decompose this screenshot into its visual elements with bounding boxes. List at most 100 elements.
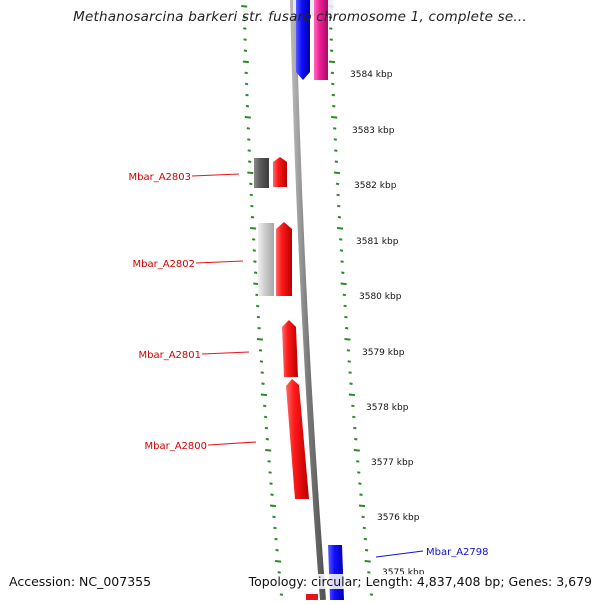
gene-label-mbar-a2800[interactable]: Mbar_A2800 bbox=[144, 441, 207, 452]
gene-callout-lines bbox=[191, 173, 424, 558]
map-title: Methanosarcina barkeri str. fusaro chrom… bbox=[73, 9, 527, 25]
ruler-tick bbox=[352, 415, 356, 419]
scale-label: 3575 kbp bbox=[382, 568, 425, 578]
gene-label-mbar-a2798[interactable]: Mbar_A2798 bbox=[426, 547, 489, 558]
gene-label-mbar-a2803[interactable]: Mbar_A2803 bbox=[128, 172, 191, 183]
ruler-tick bbox=[340, 260, 344, 263]
ruler-tick bbox=[247, 171, 254, 175]
ruler-tick bbox=[328, 60, 336, 64]
gene-arrow-mbar-a2800[interactable] bbox=[286, 379, 309, 499]
ruler-tick bbox=[273, 526, 277, 530]
ruler-tick bbox=[241, 5, 248, 8]
ruler-tick bbox=[356, 460, 360, 463]
ruler-tick bbox=[259, 360, 264, 363]
ruler-tick bbox=[256, 315, 261, 319]
ruler-tick bbox=[267, 460, 271, 463]
ruler-tick bbox=[359, 493, 363, 496]
ruler-tick bbox=[249, 193, 253, 197]
ruler-tick bbox=[333, 138, 337, 141]
ruler-tick bbox=[264, 426, 269, 430]
ruler-tick bbox=[257, 326, 261, 330]
ruler-tick bbox=[242, 60, 249, 64]
ruler-tick bbox=[328, 16, 333, 19]
ruler-tick bbox=[245, 93, 249, 97]
ruler-tick bbox=[348, 393, 355, 397]
scale-label: 3583 kbp bbox=[352, 126, 395, 136]
inner-tick-ring bbox=[241, 5, 284, 596]
chromosome-backbone bbox=[290, 0, 326, 601]
ruler-tick bbox=[364, 560, 371, 563]
ruler-tick bbox=[358, 504, 366, 508]
ruler-tick bbox=[256, 338, 263, 341]
ruler-tick bbox=[248, 160, 252, 163]
ruler-tick bbox=[345, 326, 349, 330]
ruler-tick bbox=[329, 49, 334, 52]
ruler-tick bbox=[253, 271, 258, 274]
ruler-tick bbox=[279, 593, 284, 596]
ruler-tick bbox=[260, 393, 267, 397]
ruler-tick bbox=[358, 482, 362, 485]
ruler-tick bbox=[362, 526, 366, 530]
ruler-tick bbox=[337, 215, 342, 219]
gene-arrow-top-pink[interactable] bbox=[314, 0, 328, 80]
ruler-tick bbox=[334, 160, 338, 163]
ruler-tick bbox=[344, 315, 348, 319]
gene-labels: Mbar_A2803 Mbar_A2802 Mbar_A2801 Mbar_A2… bbox=[128, 172, 488, 558]
ruler-tick bbox=[348, 371, 352, 374]
ruler-tick bbox=[331, 82, 335, 86]
ruler-tick bbox=[249, 182, 253, 186]
ruler-tick bbox=[256, 304, 260, 308]
ruler-tick bbox=[344, 338, 351, 341]
gene-arrow-top-blue[interactable] bbox=[296, 0, 310, 80]
ruler-tick bbox=[329, 38, 333, 41]
ruler-tick bbox=[261, 382, 265, 385]
ruler-tick bbox=[268, 471, 272, 474]
ruler-tick bbox=[263, 415, 268, 419]
gene-arrow-mbar-a2802[interactable] bbox=[276, 222, 292, 296]
ruler-tick bbox=[258, 349, 263, 352]
ruler-tick bbox=[340, 282, 347, 286]
ruler-tick bbox=[243, 49, 248, 52]
outer-tick-ring bbox=[327, 5, 374, 596]
gene-label-mbar-a2802[interactable]: Mbar_A2802 bbox=[132, 259, 195, 270]
ruler-tick bbox=[346, 349, 351, 352]
ruler-tick bbox=[351, 404, 355, 408]
ruler-tick bbox=[269, 482, 273, 485]
accession-text: Accession: NC_007355 bbox=[9, 574, 154, 589]
ruler-tick bbox=[332, 104, 336, 108]
ruler-tick bbox=[342, 293, 346, 297]
feature-grey-dark[interactable] bbox=[254, 158, 269, 188]
ruler-tick bbox=[250, 215, 255, 219]
ruler-tick bbox=[272, 515, 276, 519]
gene-arrow-mbar-a2803[interactable] bbox=[273, 157, 287, 187]
ruler-tick bbox=[367, 571, 371, 574]
ruler-tick bbox=[353, 426, 357, 430]
gene-arrow-mbar-a2801[interactable] bbox=[282, 320, 298, 377]
ruler-tick bbox=[243, 27, 247, 30]
scale-label: 3584 kbp bbox=[350, 70, 393, 80]
gene-arrow-mbar-a2798[interactable] bbox=[328, 545, 344, 600]
scale-labels: 3584 kbp 3583 kbp 3582 kbp 3581 kbp 3580… bbox=[350, 70, 425, 578]
scale-label: 3578 kbp bbox=[366, 403, 409, 413]
ruler-tick bbox=[361, 515, 365, 519]
gene-arrow-bottom-red[interactable] bbox=[306, 594, 318, 600]
ruler-tick bbox=[369, 593, 374, 596]
scale-label: 3582 kbp bbox=[354, 181, 397, 191]
ruler-tick bbox=[333, 127, 337, 130]
ruler-tick bbox=[357, 471, 361, 474]
ruler-tick bbox=[349, 382, 353, 385]
ruler-tick bbox=[243, 38, 247, 41]
ruler-tick bbox=[244, 116, 251, 119]
ruler-tick bbox=[265, 449, 272, 452]
ruler-tick bbox=[331, 116, 338, 119]
ruler-tick bbox=[274, 537, 278, 541]
ruler-tick bbox=[246, 127, 250, 130]
feature-grey-light[interactable] bbox=[258, 223, 274, 296]
ruler-tick bbox=[339, 249, 344, 252]
gene-label-mbar-a2801[interactable]: Mbar_A2801 bbox=[138, 350, 201, 361]
ruler-tick bbox=[329, 27, 333, 30]
ruler-tick bbox=[343, 304, 347, 308]
ruler-tick bbox=[275, 560, 282, 563]
